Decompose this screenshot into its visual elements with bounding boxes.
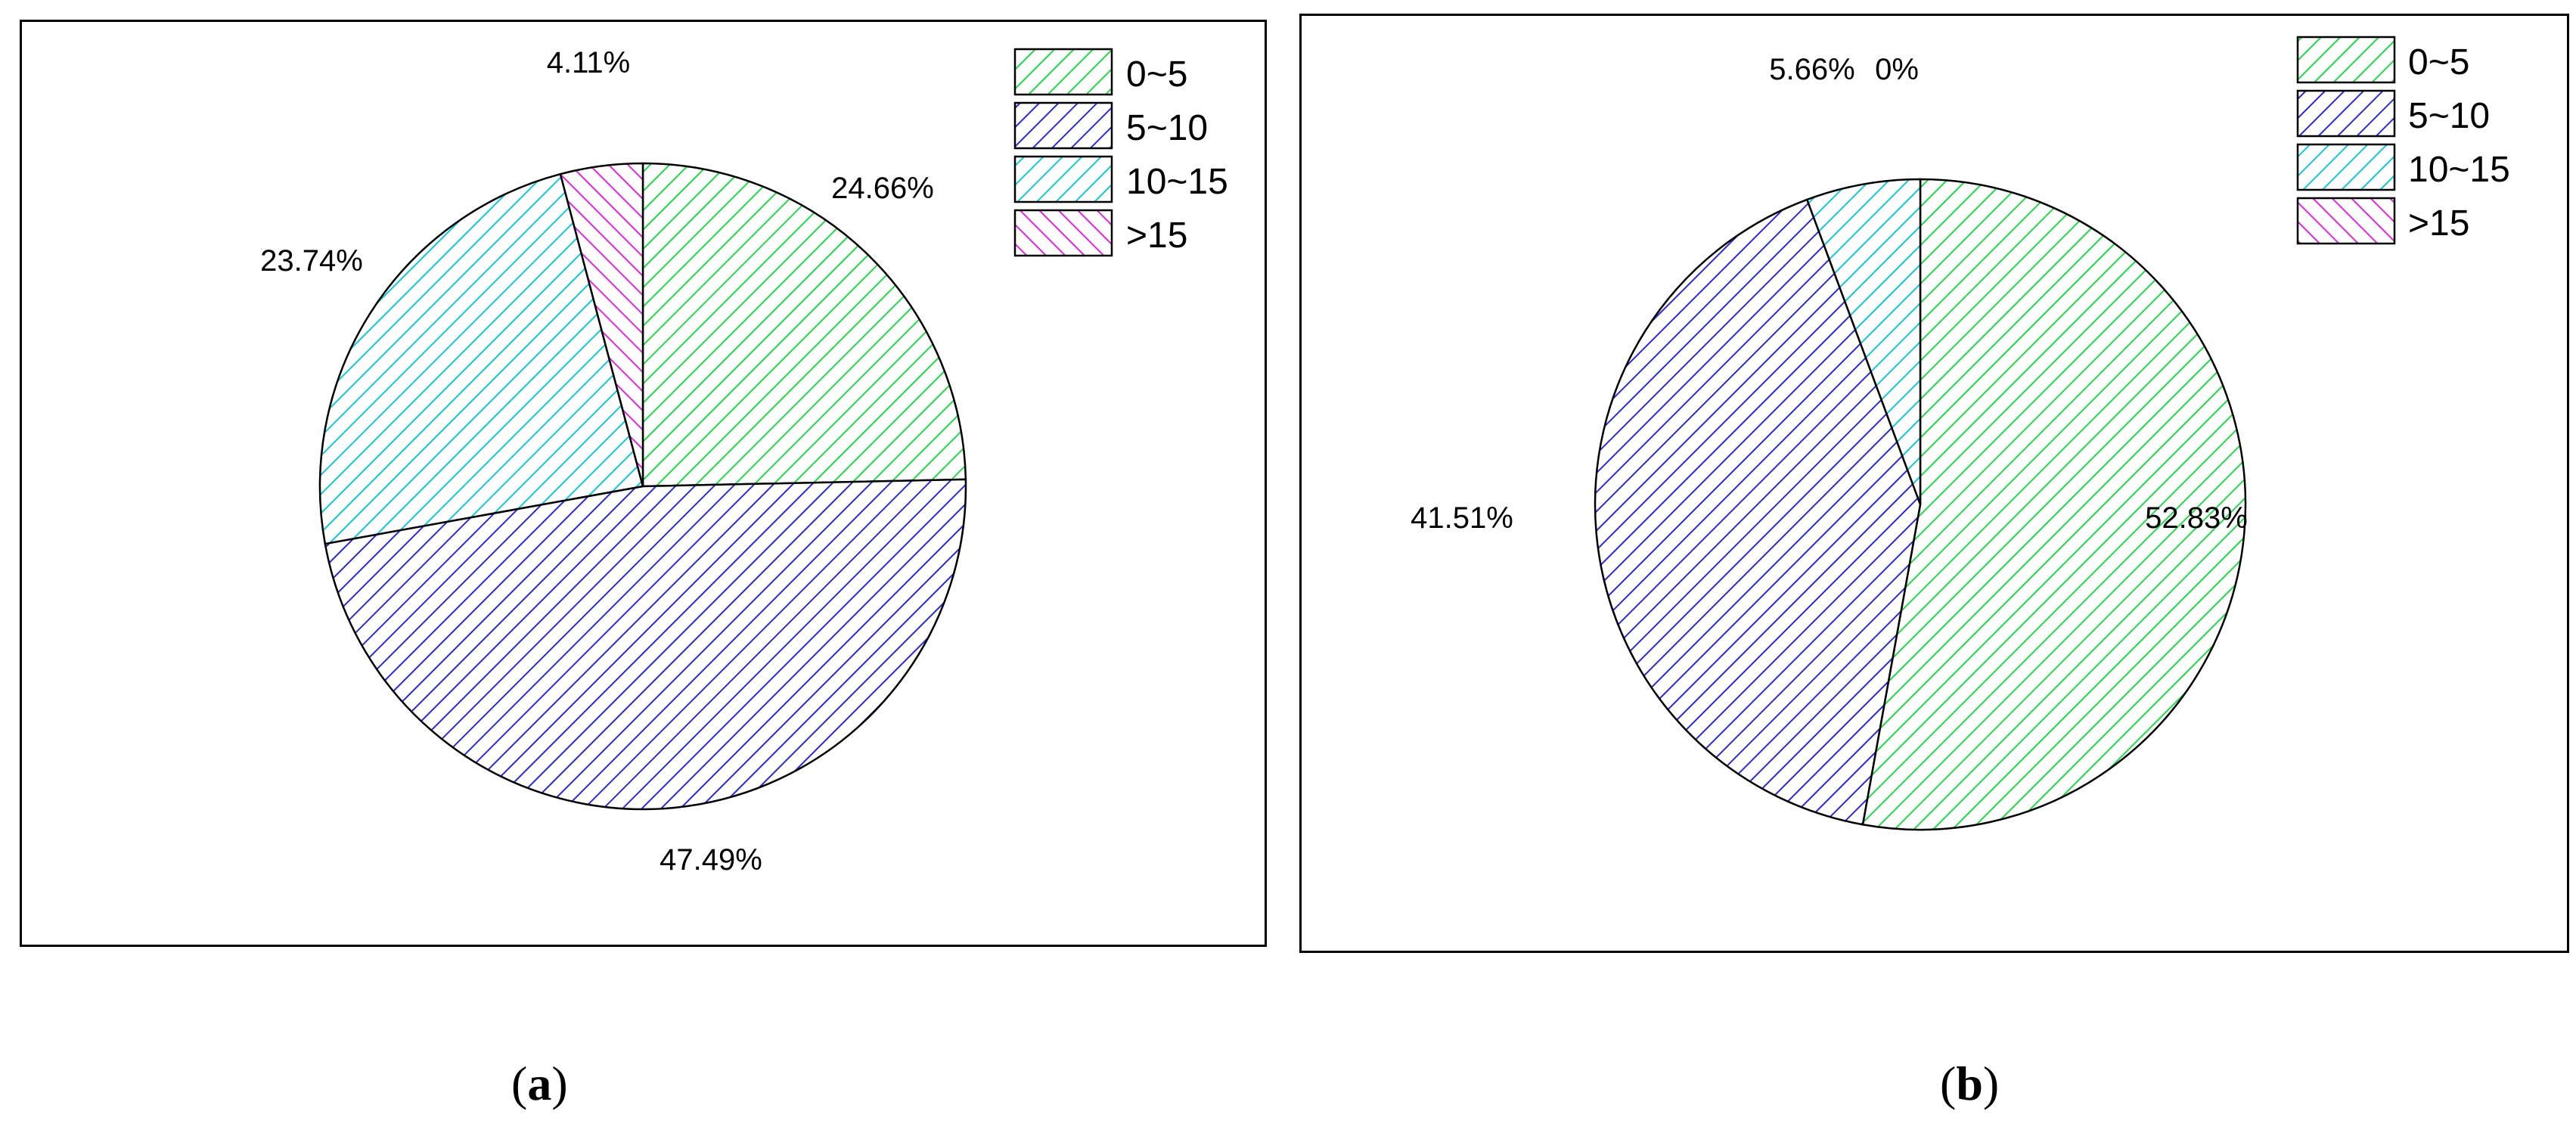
slice-label-gt15: 4.11% xyxy=(547,46,630,79)
pie-slice-0-5 xyxy=(641,162,967,488)
slice-label-0-5: 24.66% xyxy=(831,172,934,205)
legend-label-gt15: >15 xyxy=(1126,216,1187,256)
legend-label-5-10: 5~10 xyxy=(2408,96,2490,136)
pie-slice-5-10 xyxy=(324,478,967,811)
pie-chart-b-svg: 52.83% 41.51% 5.66% 0% 0~5 5~10 10~15 >15 xyxy=(1411,36,2510,831)
pie-slice-gt15 xyxy=(559,162,644,487)
slice-label-5-10: 47.49% xyxy=(660,843,762,877)
caption-a: (a) xyxy=(511,1057,568,1110)
pie-slice-5-10 xyxy=(1594,198,1922,826)
legend-swatch-gt15 xyxy=(2296,197,2396,245)
legend-label-10-15: 10~15 xyxy=(1126,162,1228,202)
legend-swatch-5-10 xyxy=(2296,89,2396,138)
legend-swatch-10-15 xyxy=(1013,155,1113,203)
legend-swatch-gt15 xyxy=(1013,209,1113,257)
slice-label-gt15: 0% xyxy=(1875,53,1919,86)
slice-label-0-5: 52.83% xyxy=(2145,501,2248,535)
pie-slice-0-5 xyxy=(1861,178,2247,831)
pie-slice-10-15 xyxy=(1805,178,1922,505)
pie-chart-a: 24.66% 47.49% 23.74% 4.11% 0~5 5~10 10~15 >15 xyxy=(20,20,1267,947)
pie-chart-a-svg: 24.66% 47.49% 23.74% 4.11% 0~5 5~10 10~15 >15 xyxy=(260,46,1228,877)
legend-label-5-10: 5~10 xyxy=(1126,108,1208,148)
legend-label-0-5: 0~5 xyxy=(1126,54,1187,95)
legend-swatch-0-5 xyxy=(2296,36,2396,84)
slice-label-10-15: 5.66% xyxy=(1769,53,1854,86)
caption-b: (b) xyxy=(1940,1057,2000,1110)
pie-chart-b: 52.83% 41.51% 5.66% 0% 0~5 5~10 10~15 >15 xyxy=(1299,14,2569,953)
legend-label-10-15: 10~15 xyxy=(2408,150,2510,190)
legend-swatch-0-5 xyxy=(1013,48,1113,96)
legend-label-gt15: >15 xyxy=(2408,203,2469,244)
slice-label-10-15: 23.74% xyxy=(260,244,363,278)
legend-swatch-5-10 xyxy=(1013,101,1113,150)
legend-swatch-10-15 xyxy=(2296,143,2396,191)
pie-slice-10-15 xyxy=(318,172,644,545)
legend-label-0-5: 0~5 xyxy=(2408,42,2469,82)
slice-label-5-10: 41.51% xyxy=(1411,501,1513,535)
